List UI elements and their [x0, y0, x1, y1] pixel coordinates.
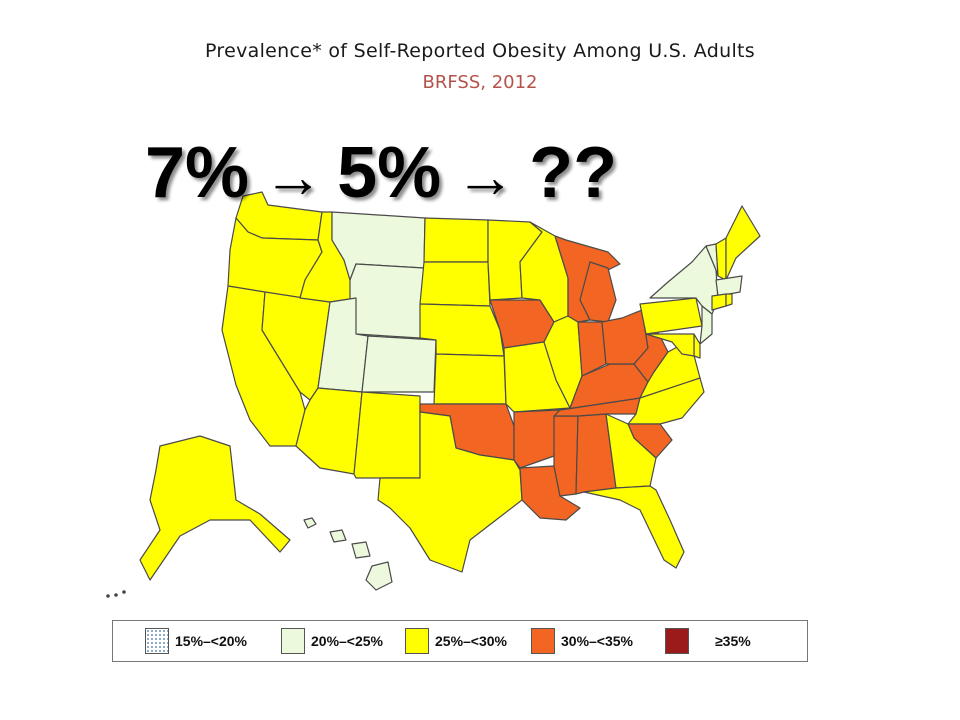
headline-value-2: 5%	[337, 133, 442, 213]
map-subtitle: BRFSS, 2012	[422, 72, 538, 93]
state-ma	[715, 275, 743, 297]
state-ak	[139, 435, 291, 581]
legend-label-35-plus: ≥35%	[715, 633, 751, 649]
state-ks	[433, 353, 507, 405]
state-ar	[513, 409, 561, 469]
state-nj	[699, 305, 713, 345]
aleutian-islet	[122, 590, 126, 594]
state-az	[295, 387, 363, 475]
state-fl	[583, 485, 685, 569]
title-block: Prevalence* of Self-Reported Obesity Amo…	[0, 40, 960, 93]
right-arrow-icon: →	[263, 143, 324, 210]
state-sd	[419, 261, 491, 307]
legend-swatch-35-plus	[665, 628, 689, 654]
state-co	[361, 335, 437, 393]
legend-label-15-20: 15%–<20%	[175, 633, 248, 649]
state-nh	[715, 237, 727, 281]
state-hi	[303, 517, 317, 529]
state-nd	[423, 217, 489, 263]
state-wy	[349, 263, 425, 339]
legend-swatch-25-30	[405, 628, 429, 654]
legend-swatch-20-25	[281, 628, 305, 654]
aleutian-islet	[106, 594, 110, 598]
headline-value-1: 7%	[145, 133, 250, 213]
state-hi	[351, 541, 371, 559]
legend-label-25-30: 25%–<30%	[435, 633, 508, 649]
us-obesity-map	[106, 191, 761, 598]
headline-trend: 7% → 5% →??	[145, 132, 631, 214]
legend-swatch-30-35	[531, 628, 555, 654]
state-ri	[725, 293, 733, 307]
headline-value-3: ??	[529, 133, 618, 213]
aleutian-islet	[114, 593, 118, 597]
legend-swatch-15-20	[145, 628, 169, 654]
legend-label-30-35: 30%–<35%	[561, 633, 634, 649]
state-ms	[553, 415, 579, 497]
state-hi	[365, 561, 393, 591]
state-hi	[329, 529, 347, 543]
legend: 15%–<20% 20%–<25% 25%–<30% 30%–<35% ≥35%	[112, 620, 808, 662]
state-nm	[353, 391, 421, 479]
state-ct	[711, 293, 727, 311]
state-md	[645, 333, 695, 357]
right-arrow-icon: →	[455, 143, 516, 210]
state-nc	[627, 377, 705, 425]
legend-label-20-25: 20%–<25%	[311, 633, 384, 649]
state-pa	[639, 297, 703, 335]
state-me	[725, 205, 761, 281]
state-tx	[377, 411, 523, 573]
state-de	[693, 333, 701, 359]
map-title: Prevalence* of Self-Reported Obesity Amo…	[204, 40, 755, 62]
